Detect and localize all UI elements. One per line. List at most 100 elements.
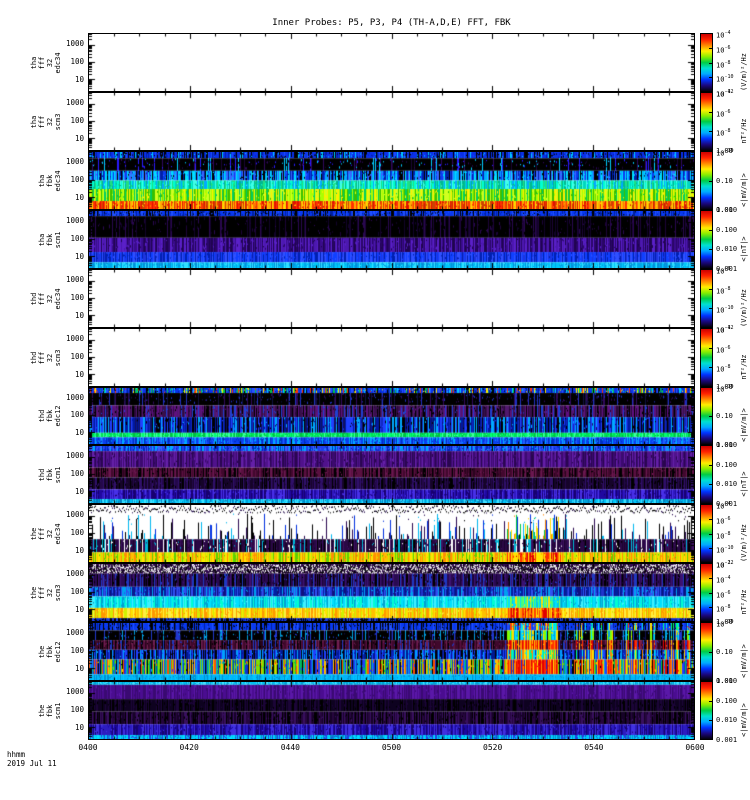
colorbar-tick: [709, 577, 712, 579]
colorbar-unit-label: <|nT|>: [740, 470, 748, 497]
y-tick-label: 100: [70, 351, 84, 361]
colorbar-thd-fff-32-scm3: [700, 328, 713, 387]
colorbar-tick-label: 10-8: [716, 128, 731, 138]
y-axis-label-line: 32: [46, 117, 54, 126]
colorbar-tick: [709, 607, 712, 609]
spectrogram-canvas-tha-fbk-scm1: [89, 211, 694, 268]
x-tick-label: 0600: [685, 743, 705, 752]
y-axis-label-line: scm1: [54, 466, 62, 483]
colorbar-unit-label: <|mV/m|>: [740, 643, 748, 678]
spectrogram-canvas-the-fff-32-scm3: [89, 564, 694, 621]
colorbar-tick: [709, 416, 712, 417]
spectrogram-canvas-the-fff-32-edc34: [89, 505, 694, 562]
y-axis-label-line: scm1: [54, 702, 62, 719]
colorbar-unit-label: nT²/Hz: [740, 117, 748, 144]
y-tick-label: 10: [74, 74, 84, 84]
y-axis-label-line: the: [38, 645, 46, 658]
y-axis-label-line: scm3: [54, 349, 62, 366]
panel-the-fbk-scm1: [88, 681, 695, 740]
panel-the-fff-32-scm3: [88, 563, 695, 622]
colorbar-tick-label: 10-6: [716, 266, 731, 276]
colorbar-tick-label: 0.001: [716, 265, 738, 273]
colorbar-tick: [709, 269, 712, 270]
colorbar-tick: [709, 518, 712, 520]
y-axis-label-line: scm3: [54, 584, 62, 601]
spectrogram-canvas-the-fbk-scm1: [89, 682, 694, 739]
colorbar-tick-label: 10-10: [716, 545, 734, 555]
y-tick-label: 1000: [65, 509, 84, 519]
y-tick-label: 10: [74, 663, 84, 673]
colorbar-tick: [709, 150, 712, 151]
colorbar-tick: [709, 720, 712, 722]
y-axis-label: thd fff 32 edc34: [30, 288, 62, 309]
x-tick-label: 0420: [179, 743, 199, 752]
x-tick-label: 0500: [381, 743, 402, 752]
y-tick-label: 1000: [65, 392, 84, 402]
y-axis-label-line: fff: [38, 56, 46, 69]
colorbar-tick: [709, 533, 712, 535]
colorbar-tick-label: 10-4: [716, 30, 731, 40]
y-tick-label: 10: [74, 604, 84, 614]
panel-the-fff-32-edc34: [88, 504, 695, 563]
y-axis-label-line: tha: [30, 56, 38, 69]
panel-thd-fbk-scm1: [88, 445, 695, 504]
y-axis-label-line: fbk: [46, 233, 54, 246]
y-tick-label: 100: [70, 292, 84, 302]
y-axis-label: thd fbk edc12: [38, 405, 62, 426]
colorbar-tick: [709, 548, 712, 550]
panel-tha-fff-32-scm3: [88, 92, 695, 151]
colorbar-tick-label: 10-6: [716, 589, 731, 599]
colorbar-tick-label: 10-10: [716, 148, 734, 158]
time-format-label: hhmm: [7, 750, 26, 759]
colorbar-tick: [709, 563, 712, 564]
colorbar-tick-label: 10-6: [716, 515, 731, 526]
y-axis-label-line: fbk: [46, 704, 54, 717]
colorbar-tick-label: 10-8: [716, 530, 731, 540]
colorbar-tick-label: 10-6: [716, 344, 731, 354]
y-axis-label: the fbk edc12: [38, 641, 62, 662]
y-axis-label-line: fff: [38, 351, 46, 364]
y-axis-label: thd fff 32 scm3: [30, 349, 62, 366]
y-tick-label: 10: [74, 133, 84, 143]
plot-title: Inner Probes: P5, P3, P4 (TH-A,D,E) FFT,…: [272, 18, 511, 28]
y-axis-label-line: scm3: [54, 113, 62, 130]
colorbar-tick-label: 0.001: [716, 500, 738, 508]
y-axis-label-line: thd: [38, 468, 46, 481]
colorbar-tick: [709, 347, 712, 349]
colorbar-unit-label: nT²/Hz: [740, 588, 748, 615]
colorbar-tick-label: 0.001: [716, 736, 738, 744]
panel-thd-fbk-edc12: [88, 387, 695, 445]
colorbar-tick: [709, 622, 712, 623]
y-axis-label-line: tha: [38, 233, 46, 246]
colorbar-unit-label: (V/m)²/Hz: [740, 523, 748, 562]
y-axis-label-line: the: [30, 527, 38, 540]
colorbar-tick: [709, 62, 712, 64]
colorbar-tick-label: 10-10: [716, 305, 734, 315]
y-tick-label: 100: [70, 704, 84, 714]
colorbar-tick: [709, 464, 712, 466]
y-axis-label: the fff 32 scm3: [30, 584, 62, 601]
y-tick-label: 1000: [65, 97, 84, 107]
colorbar-tick-label: 1.000: [716, 677, 738, 685]
y-tick-label: 1000: [65, 215, 84, 225]
y-axis-label-line: the: [38, 704, 46, 717]
colorbar-tick: [709, 151, 712, 152]
y-tick-label: 100: [70, 56, 84, 66]
colorbar-tick: [709, 680, 712, 681]
colorbar-tick: [709, 484, 712, 486]
colorbar-tick: [709, 308, 712, 310]
colorbar-tick: [709, 681, 712, 682]
colorbar-tick-label: 0.100: [716, 225, 738, 234]
colorbar-tick: [709, 621, 712, 622]
colorbar-tick-label: 10-10: [716, 619, 734, 629]
y-tick-label: 10: [74, 545, 84, 555]
y-axis-label-line: thd: [38, 409, 46, 423]
y-axis-label-line: 32: [46, 294, 54, 303]
y-tick-label: 10: [74, 427, 84, 437]
colorbar-tick-label: 10-4: [716, 325, 731, 335]
y-tick-label: 10: [74, 486, 84, 496]
y-tick-label: 1000: [65, 333, 84, 343]
spectrogram-canvas-tha-fff-32-edc34: [89, 34, 694, 91]
colorbar-tick-label: 10-8: [716, 604, 731, 614]
